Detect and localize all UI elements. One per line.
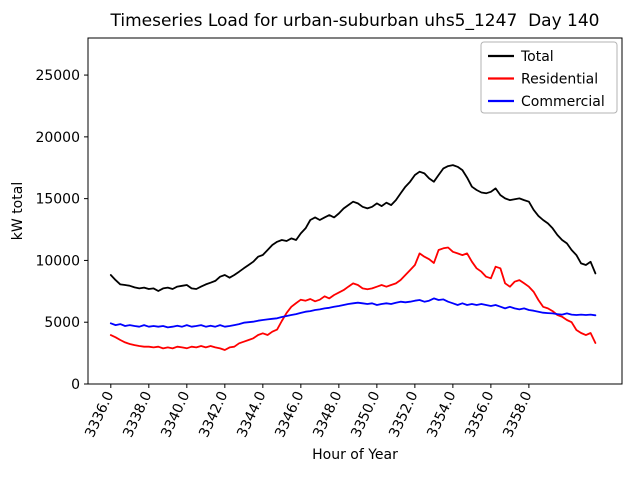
x-tick-label: 3352.0 bbox=[386, 389, 421, 440]
series-line-commercial bbox=[109, 297, 597, 329]
x-tick-label: 3354.0 bbox=[424, 389, 459, 440]
x-tick-label: 3358.0 bbox=[500, 389, 535, 440]
y-tick-label: 0 bbox=[71, 377, 80, 393]
legend-label-total: Total bbox=[520, 49, 554, 65]
x-tick-label: 3338.0 bbox=[120, 389, 155, 440]
y-tick-label: 10000 bbox=[35, 253, 80, 269]
x-tick-label: 3350.0 bbox=[348, 389, 383, 440]
x-tick-label: 3356.0 bbox=[462, 389, 497, 440]
x-axis-label: Hour of Year bbox=[312, 447, 398, 463]
x-tick-label: 3346.0 bbox=[272, 389, 307, 440]
x-tick-label: 3336.0 bbox=[82, 389, 117, 440]
series-line-total bbox=[109, 164, 597, 292]
y-tick-label: 5000 bbox=[44, 315, 80, 331]
x-tick-label: 3342.0 bbox=[196, 389, 231, 440]
legend-label-commercial: Commercial bbox=[521, 94, 605, 110]
y-tick-label: 20000 bbox=[35, 130, 80, 146]
chart-title: Timeseries Load for urban-suburban uhs5_… bbox=[110, 11, 600, 31]
series-line-residential bbox=[109, 246, 597, 351]
y-tick-label: 25000 bbox=[35, 68, 80, 84]
x-tick-label: 3340.0 bbox=[158, 389, 193, 440]
x-tick-label: 3348.0 bbox=[310, 389, 345, 440]
legend-box bbox=[480, 41, 618, 114]
x-tick-label: 3344.0 bbox=[234, 389, 269, 440]
axes-frame bbox=[87, 37, 623, 385]
legend-label-residential: Residential bbox=[521, 72, 598, 88]
y-tick-label: 15000 bbox=[35, 192, 80, 208]
y-axis-label: kW total bbox=[10, 182, 26, 240]
